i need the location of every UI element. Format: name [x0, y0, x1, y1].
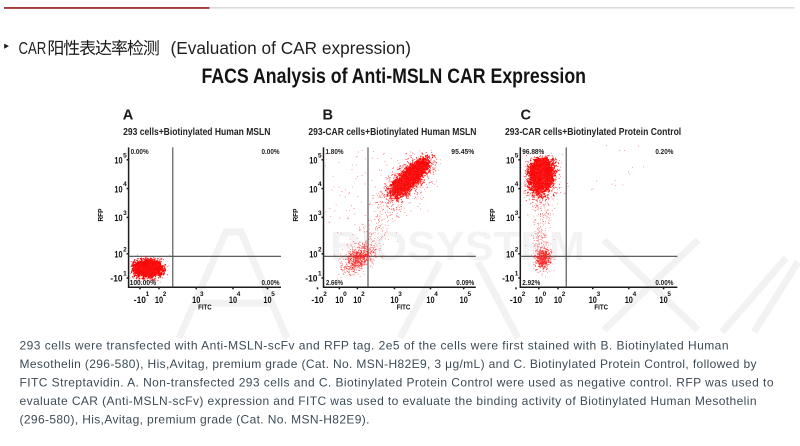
svg-text:10: 10: [535, 295, 543, 305]
svg-text:10: 10: [506, 213, 514, 223]
svg-text:2: 2: [562, 291, 566, 298]
svg-text:10: 10: [625, 295, 633, 305]
svg-text:5: 5: [318, 152, 322, 159]
svg-text:10: 10: [263, 295, 271, 305]
svg-text:10: 10: [426, 295, 434, 305]
svg-text:10: 10: [309, 156, 317, 166]
svg-text:10: 10: [589, 295, 597, 305]
svg-text:(296-580), His,Avitag, premium: (296-580), His,Avitag, premium grade (Ca…: [20, 412, 370, 426]
svg-text:10: 10: [229, 295, 237, 305]
svg-text:10: 10: [506, 184, 514, 194]
svg-text:Mesothelin (296-580), His,Avit: Mesothelin (296-580), His,Avitag, premiu…: [20, 357, 757, 371]
svg-text:10: 10: [114, 156, 122, 166]
svg-text:10: 10: [155, 295, 163, 305]
svg-text:10: 10: [335, 295, 343, 305]
svg-text:4: 4: [237, 291, 241, 298]
svg-text:C: C: [521, 108, 532, 124]
svg-text:10: 10: [660, 295, 668, 305]
svg-text:0.00%: 0.00%: [131, 147, 149, 156]
svg-text:5: 5: [468, 291, 472, 298]
svg-text:A: A: [123, 108, 134, 124]
svg-text:96.88%: 96.88%: [522, 147, 544, 156]
svg-text:3: 3: [515, 210, 519, 217]
svg-text:FITC: FITC: [198, 303, 212, 312]
svg-text:(Evaluation of CAR expression): (Evaluation of CAR expression): [171, 38, 412, 58]
svg-text:5: 5: [667, 291, 671, 298]
svg-text:3: 3: [200, 291, 204, 298]
svg-text:2: 2: [163, 291, 167, 298]
svg-text:4: 4: [123, 181, 127, 188]
svg-text:FITC Streptavidin. A. Non-tran: FITC Streptavidin. A. Non-transfected 29…: [20, 375, 774, 389]
svg-text:10: 10: [506, 250, 514, 260]
svg-text:3: 3: [123, 210, 127, 217]
svg-text:5: 5: [515, 152, 519, 159]
svg-text:0.00%: 0.00%: [262, 278, 280, 287]
svg-text:10: 10: [390, 295, 398, 305]
svg-text:5: 5: [123, 152, 127, 159]
svg-text:-10: -10: [502, 274, 514, 284]
svg-text:10: 10: [114, 250, 122, 260]
svg-text:-10: -10: [510, 295, 522, 305]
svg-text:10: 10: [192, 295, 200, 305]
svg-text:0.00%: 0.00%: [262, 147, 280, 156]
svg-text:10: 10: [114, 184, 122, 194]
svg-text:2: 2: [515, 246, 519, 253]
svg-text:2: 2: [318, 246, 322, 253]
svg-text:10: 10: [353, 295, 361, 305]
svg-text:10: 10: [114, 213, 122, 223]
svg-text:RFP: RFP: [291, 208, 300, 221]
svg-text:10: 10: [309, 250, 317, 260]
svg-text:10: 10: [309, 184, 317, 194]
svg-text:2.92%: 2.92%: [522, 278, 540, 287]
svg-text:-10: -10: [311, 295, 323, 305]
svg-text:293-CAR cells+Biotinylated Hum: 293-CAR cells+Biotinylated Human MSLN: [308, 127, 476, 138]
svg-text:10: 10: [460, 295, 468, 305]
svg-text:4: 4: [318, 181, 322, 188]
svg-text:2: 2: [522, 291, 526, 298]
svg-text:293 cells+Biotinylated Human M: 293 cells+Biotinylated Human MSLN: [123, 127, 270, 138]
svg-text:1: 1: [146, 291, 150, 298]
svg-text:RFP: RFP: [488, 208, 497, 221]
svg-text:0.00%: 0.00%: [655, 278, 673, 287]
svg-text:3: 3: [597, 291, 601, 298]
svg-text:0: 0: [543, 291, 547, 298]
svg-text:evaluate CAR (Anti-MSLN-scFv): evaluate CAR (Anti-MSLN-scFv) expression…: [20, 394, 757, 408]
svg-text:FITC: FITC: [397, 303, 411, 312]
svg-text:293-CAR cells+Biotinylated Pro: 293-CAR cells+Biotinylated Protein Contr…: [505, 127, 681, 138]
svg-text:4: 4: [434, 291, 438, 298]
svg-text:FACS Analysis of Anti-MSLN CAR: FACS Analysis of Anti-MSLN CAR Expressio…: [202, 65, 587, 88]
svg-text:10: 10: [506, 156, 514, 166]
svg-text:-10: -10: [305, 274, 317, 284]
svg-text:10: 10: [554, 295, 562, 305]
svg-text:2: 2: [123, 246, 127, 253]
svg-text:3: 3: [398, 291, 402, 298]
svg-text:-10: -10: [134, 295, 146, 305]
svg-text:2: 2: [361, 291, 365, 298]
svg-text:10: 10: [309, 213, 317, 223]
svg-text:4: 4: [515, 181, 519, 188]
svg-text:293 cells were transfected wit: 293 cells were transfected with Anti-MSL…: [20, 338, 729, 352]
svg-text:100.00%: 100.00%: [130, 278, 157, 287]
svg-text:1.80%: 1.80%: [326, 147, 344, 156]
svg-text:4: 4: [633, 291, 637, 298]
svg-text:CAR: CAR: [19, 38, 47, 58]
svg-text:5: 5: [271, 291, 275, 298]
svg-text:95.45%: 95.45%: [451, 147, 474, 156]
svg-text:2: 2: [323, 291, 327, 298]
svg-text:0.09%: 0.09%: [456, 278, 474, 287]
svg-text:0.20%: 0.20%: [655, 147, 673, 156]
svg-text:3: 3: [318, 210, 322, 217]
svg-text:1: 1: [515, 271, 519, 278]
svg-text:FITC: FITC: [594, 303, 608, 312]
svg-text:B: B: [323, 108, 334, 124]
svg-text:-10: -10: [110, 274, 122, 284]
svg-text:0: 0: [343, 291, 347, 298]
svg-text:1: 1: [318, 271, 322, 278]
svg-text:RFP: RFP: [96, 208, 105, 221]
svg-text:1: 1: [123, 271, 127, 278]
svg-text:2.66%: 2.66%: [326, 278, 343, 287]
